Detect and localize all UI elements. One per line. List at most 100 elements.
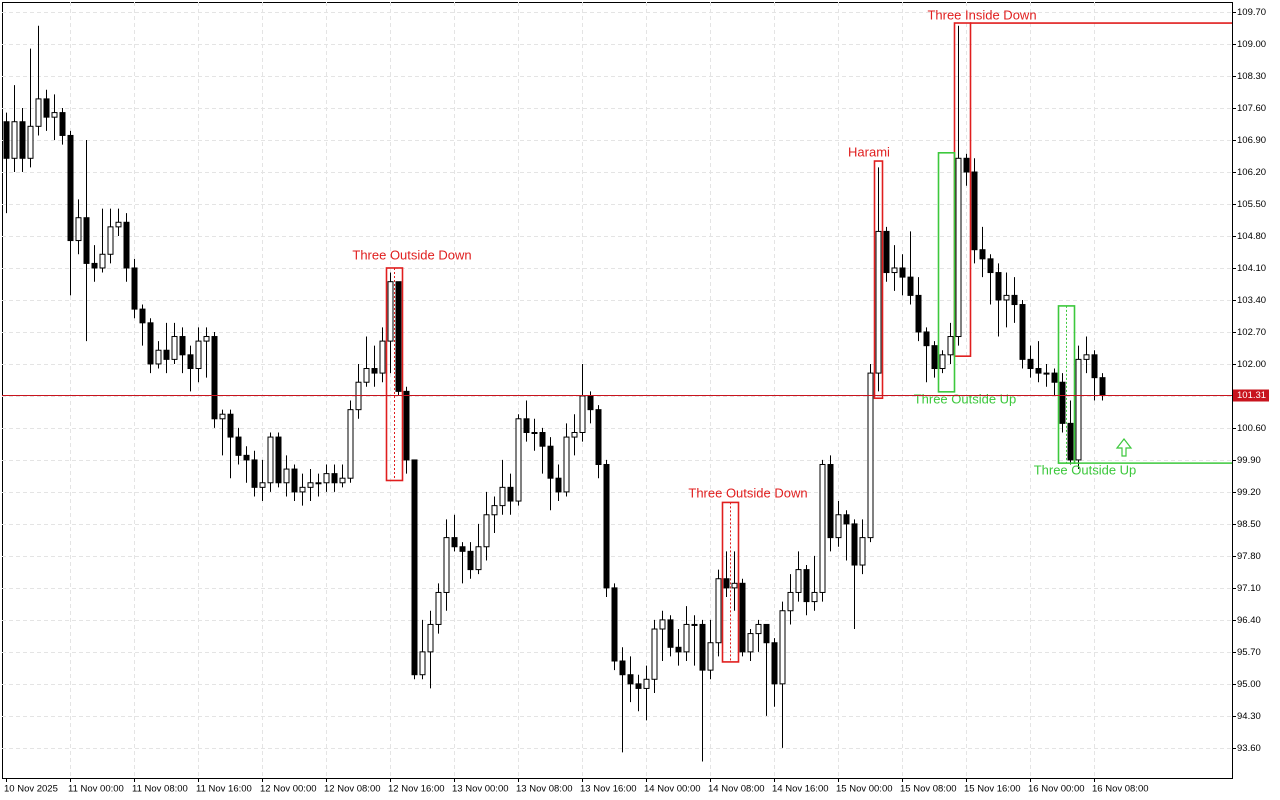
candle-body <box>171 336 178 360</box>
candle-body <box>1035 368 1042 374</box>
candle-body <box>51 112 58 118</box>
candle-body <box>611 587 618 662</box>
candle-body <box>299 486 306 493</box>
candle-body <box>307 482 314 488</box>
candle-body <box>451 537 458 548</box>
last-price-tag <box>1233 389 1269 402</box>
candle-body <box>875 230 882 374</box>
candle-body <box>1075 358 1082 461</box>
x-tick-label: 11 Nov 00:00 <box>68 784 124 795</box>
candle-body <box>683 623 690 653</box>
x-tick-label: 16 Nov 08:00 <box>1092 784 1149 795</box>
y-tick-label: 102.00 <box>1237 359 1266 370</box>
candle-body <box>259 482 266 488</box>
y-tick-label: 100.60 <box>1237 423 1266 434</box>
candle-body <box>1059 381 1066 424</box>
candle-body <box>811 591 818 603</box>
y-tick-label: 104.10 <box>1237 263 1266 274</box>
y-tick-label: 106.90 <box>1237 135 1266 146</box>
candle-body <box>787 591 794 612</box>
y-tick-label: 106.20 <box>1237 167 1266 178</box>
candle-body <box>507 486 514 502</box>
candle-body <box>635 683 642 689</box>
x-tick-label: 14 Nov 00:00 <box>644 784 701 795</box>
candle-body <box>427 623 434 653</box>
candle-body <box>235 436 242 456</box>
candle-body <box>539 432 546 447</box>
candle-body <box>755 623 762 635</box>
candle-body <box>1011 294 1018 306</box>
candle-body <box>563 436 570 493</box>
candle-body <box>651 628 658 680</box>
candle-body <box>147 322 154 365</box>
candle-body <box>331 473 338 484</box>
candle-body <box>139 308 146 324</box>
candle-body <box>1051 372 1058 383</box>
y-tick-label: 95.70 <box>1237 647 1261 658</box>
candle-body <box>515 418 522 502</box>
candle-body <box>795 569 802 593</box>
x-tick-label: 12 Nov 16:00 <box>388 784 445 795</box>
candle-body <box>83 217 90 264</box>
candle-body <box>187 354 194 370</box>
candle-body <box>443 537 450 593</box>
candle-body <box>659 619 666 630</box>
plot-frame <box>2 2 1233 779</box>
candle-body <box>371 368 378 374</box>
pattern-label: Three Inside Down <box>927 7 1036 22</box>
candle-body <box>363 368 370 383</box>
candle-body <box>851 523 858 566</box>
pattern-label: Three Outside Down <box>688 485 807 500</box>
candle-body <box>907 276 914 296</box>
candle-body <box>723 578 730 589</box>
x-tick-label: 12 Nov 08:00 <box>324 784 381 795</box>
candle-body <box>835 514 842 539</box>
candle-body <box>939 354 946 370</box>
y-tick-label: 103.40 <box>1237 295 1266 306</box>
candle-body <box>843 514 850 525</box>
candle-body <box>315 482 322 485</box>
buy-arrow <box>1115 438 1133 457</box>
candle-body <box>123 221 130 269</box>
y-tick-label: 98.50 <box>1237 519 1261 530</box>
pattern-label: Three Outside Up <box>1034 462 1137 477</box>
candle-body <box>99 253 106 269</box>
candle-body <box>627 674 634 685</box>
candle-body <box>203 336 210 342</box>
candle-body <box>339 477 346 484</box>
candle-body <box>643 678 650 689</box>
candle-body <box>587 395 594 411</box>
y-tick-label: 97.80 <box>1237 551 1261 562</box>
candle-body <box>1091 354 1098 379</box>
candle-body <box>867 372 874 539</box>
candle-body <box>115 221 122 228</box>
candle-body <box>499 486 506 507</box>
candle-body <box>491 505 498 516</box>
x-tick-label: 10 Nov 2025 <box>4 784 58 795</box>
candle-body <box>691 623 698 626</box>
candle-body <box>699 623 706 671</box>
y-tick-label: 104.80 <box>1237 231 1266 242</box>
candle-body <box>3 121 10 159</box>
candle-body <box>763 623 770 644</box>
candle-body <box>43 98 50 118</box>
candle-body <box>387 281 394 342</box>
candle-body <box>419 651 426 676</box>
candle-body <box>995 272 1002 301</box>
candle-body <box>251 459 258 488</box>
candle-body <box>435 591 442 625</box>
candle-body <box>1019 304 1026 360</box>
candle-body <box>243 454 250 461</box>
candle-body <box>67 134 74 242</box>
pattern-label: Harami <box>848 144 890 159</box>
pattern-label: Three Outside Up <box>914 391 1017 406</box>
candle-body <box>715 578 722 644</box>
y-tick-label: 94.30 <box>1237 711 1261 722</box>
y-tick-label: 109.00 <box>1237 39 1266 50</box>
candle-body <box>1099 377 1106 396</box>
candle-body <box>195 340 202 370</box>
candle-body <box>947 336 954 356</box>
candle-body <box>1083 354 1090 360</box>
